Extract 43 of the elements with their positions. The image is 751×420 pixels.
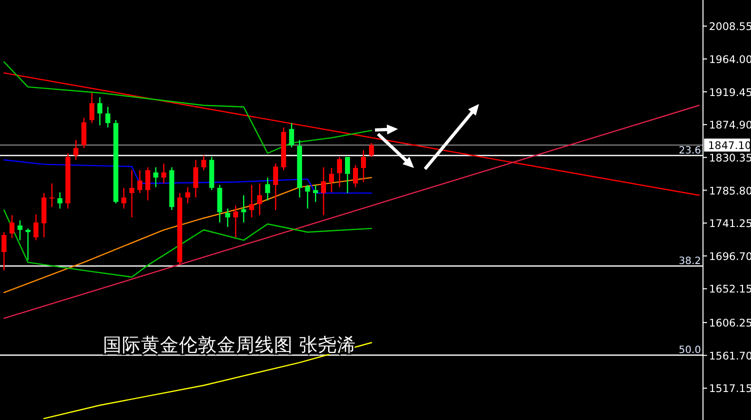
candlestick	[289, 122, 294, 148]
candlestick	[2, 232, 6, 272]
candlestick	[10, 214, 14, 239]
annotation: 50.0	[678, 345, 701, 356]
candlestick	[145, 166, 150, 202]
candlestick	[49, 182, 54, 208]
candlestick	[233, 204, 238, 238]
candlestick	[153, 166, 158, 188]
candlestick	[25, 228, 30, 261]
candlestick	[193, 159, 198, 198]
candlestick	[305, 184, 310, 210]
candlestick	[368, 142, 374, 158]
annotation: 38.2	[678, 256, 701, 267]
candlestick	[121, 187, 126, 210]
candlestick	[73, 139, 78, 160]
candlestick	[353, 164, 358, 188]
candlestick	[97, 96, 102, 126]
candlestick	[273, 162, 278, 211]
line-series	[3, 61, 372, 154]
line-series	[3, 209, 372, 278]
candlestick	[337, 156, 342, 188]
candlestick	[57, 192, 62, 210]
candlestick	[321, 166, 326, 216]
candlestick	[265, 176, 270, 202]
candlestick	[201, 154, 206, 171]
candlestick	[345, 156, 350, 194]
line-series	[3, 176, 372, 294]
candlestick	[329, 167, 334, 193]
candlestick	[129, 170, 134, 218]
candlestick	[33, 214, 38, 241]
candlestick	[81, 117, 86, 149]
candlestick	[17, 220, 22, 241]
candlestick	[249, 184, 254, 218]
ref-line-label: 1847.10	[708, 140, 751, 152]
candlestick	[257, 182, 262, 216]
line-series	[3, 159, 372, 194]
candlestick	[313, 184, 318, 202]
annotation: 23.6	[678, 145, 701, 156]
candlestick	[89, 92, 94, 124]
candlestick	[105, 106, 110, 128]
candlestick	[225, 208, 230, 228]
candlestick	[137, 170, 142, 194]
candlestick	[361, 150, 366, 183]
